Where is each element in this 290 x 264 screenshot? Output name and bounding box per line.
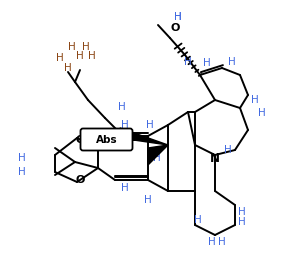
Text: Abs: Abs xyxy=(96,135,118,145)
Text: H: H xyxy=(144,195,152,205)
Text: O: O xyxy=(75,135,85,145)
Text: H: H xyxy=(88,51,96,61)
Text: H: H xyxy=(238,217,246,227)
Text: H: H xyxy=(64,63,72,73)
Text: H: H xyxy=(118,102,126,112)
Text: H: H xyxy=(18,167,26,177)
Text: H: H xyxy=(194,215,202,225)
Text: H: H xyxy=(68,42,76,52)
Text: H: H xyxy=(174,12,182,22)
Text: H: H xyxy=(224,145,232,155)
Text: H: H xyxy=(56,53,64,63)
Text: H: H xyxy=(251,95,259,105)
Text: O: O xyxy=(75,175,85,185)
Text: H: H xyxy=(258,108,266,118)
Text: O: O xyxy=(170,23,180,33)
FancyBboxPatch shape xyxy=(81,129,133,150)
Text: H: H xyxy=(228,57,236,67)
Text: H: H xyxy=(121,120,129,130)
Text: H: H xyxy=(153,153,161,163)
Text: H: H xyxy=(121,183,129,193)
Text: N: N xyxy=(210,152,220,164)
Text: H: H xyxy=(184,57,192,67)
Polygon shape xyxy=(120,128,168,145)
Polygon shape xyxy=(148,145,168,165)
Text: H: H xyxy=(82,42,90,52)
Text: H: H xyxy=(208,237,216,247)
Text: H: H xyxy=(174,12,182,22)
Text: H: H xyxy=(238,207,246,217)
Text: H: H xyxy=(218,237,226,247)
Text: H: H xyxy=(18,153,26,163)
Text: H: H xyxy=(203,58,211,68)
Text: H: H xyxy=(76,51,84,61)
Text: H: H xyxy=(146,120,154,130)
